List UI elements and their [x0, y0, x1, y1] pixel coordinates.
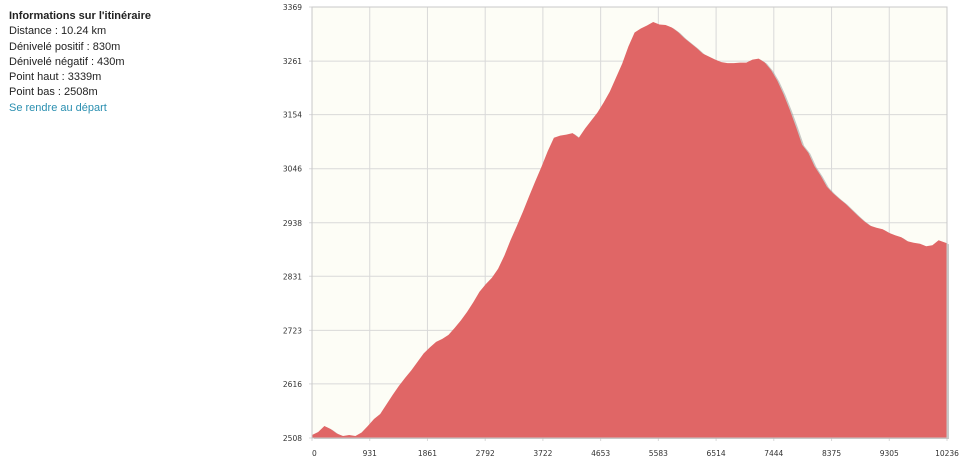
- y-tick-label: 3261: [283, 57, 302, 66]
- y-tick-label: 2508: [283, 434, 302, 443]
- x-tick-label: 9305: [880, 449, 899, 458]
- distance-text: Distance : 10.24 km: [9, 25, 107, 38]
- x-tick-label: 10236: [935, 449, 959, 458]
- route-info-panel: Informations sur l'itinéraire Distance :…: [9, 9, 151, 116]
- x-tick-label: 6514: [707, 449, 726, 458]
- x-tick-label: 0: [312, 449, 317, 458]
- y-tick-label: 2831: [283, 272, 302, 281]
- high-point-text: Point haut : 3339m: [9, 71, 102, 84]
- route-info-title: Informations sur l'itinéraire: [9, 10, 151, 22]
- y-tick-label: 2938: [283, 219, 302, 228]
- x-tick-label: 1861: [418, 449, 437, 458]
- x-tick-label: 2792: [476, 449, 495, 458]
- y-tick-label: 3046: [283, 165, 302, 174]
- x-tick-labels: 0 931 1861 2792 3722 4653 5583 6514 7444 8375 9305…: [312, 449, 959, 458]
- x-tick-label: 7444: [764, 449, 783, 458]
- y-tick-label: 3154: [283, 111, 302, 120]
- x-tick-label: 931: [363, 449, 378, 458]
- y-tick-label: 2723: [283, 326, 302, 335]
- elevation-loss-text: Dénivelé négatif : 430m: [9, 55, 125, 68]
- y-tick-label: 3369: [283, 3, 302, 12]
- x-tick-label: 8375: [822, 449, 841, 458]
- plot-frame: [311, 6, 948, 439]
- elevation-gain-text: Dénivelé positif : 830m: [9, 40, 121, 53]
- y-tick-labels: 2508 2616 2723 2831 2938 3046 3154 3261 3369: [283, 3, 302, 443]
- x-tick-label: 5583: [649, 449, 668, 458]
- x-tick-label: 4653: [591, 449, 610, 458]
- y-tick-label: 2616: [283, 380, 302, 389]
- low-point-text: Point bas : 2508m: [9, 86, 98, 99]
- x-tick-label: 3722: [533, 449, 552, 458]
- go-to-start-link[interactable]: Se rendre au départ: [9, 101, 107, 114]
- elevation-area: [312, 22, 947, 438]
